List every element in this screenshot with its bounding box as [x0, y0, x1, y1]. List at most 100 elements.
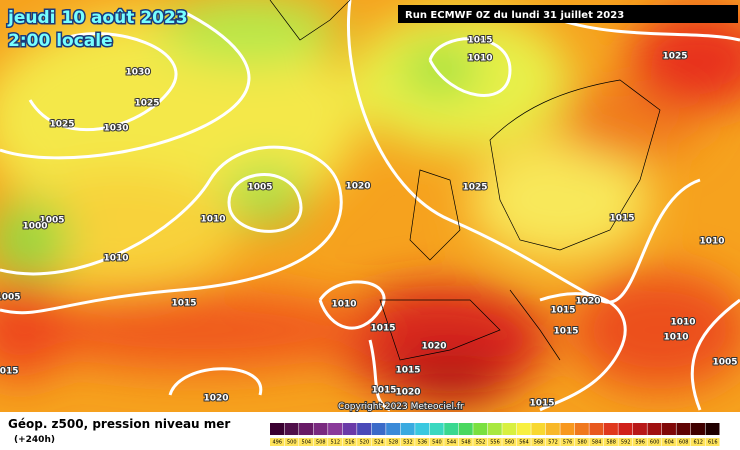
- isobar-label: 1010: [200, 215, 225, 225]
- scale-label-box: [386, 438, 401, 446]
- scale-swatch: [444, 423, 459, 435]
- scale-label: 588: [606, 440, 616, 446]
- field: [0, 0, 740, 412]
- scale-label-box: [545, 438, 560, 446]
- isobar-label: 1015: [550, 306, 575, 316]
- isobar-labels: 1015 1010 1030 1025 1025 1030 1025 1005 1020 1025…: [0, 35, 739, 410]
- scale-swatch: [473, 423, 488, 435]
- color-scale: 496 500 504 508 512 516 520 524 528 532 536 540 544 5…: [270, 423, 720, 446]
- isobar-label: 1000: [22, 222, 47, 232]
- isobar-label: 1025: [49, 120, 74, 130]
- isobar-label: 1015: [371, 386, 396, 396]
- isobar-label: 1005: [39, 216, 64, 226]
- legend-title: Géop. z500, pression niveau mer: [8, 417, 230, 431]
- scale-swatch: [531, 423, 546, 435]
- isobar-label: 1015: [395, 366, 420, 376]
- scale-label-box: [589, 438, 604, 446]
- scale-label: 512: [331, 440, 341, 446]
- scale-label: 564: [519, 440, 529, 446]
- scale-label-box: [342, 438, 357, 446]
- scale-swatch: [313, 423, 328, 435]
- isobar-label: 1020: [421, 342, 446, 352]
- isobar-label: 1015: [553, 327, 578, 337]
- isobar-label: 1010: [699, 237, 724, 247]
- scale-label: 568: [534, 440, 544, 446]
- scale-label: 528: [389, 440, 399, 446]
- scale-label-box: [502, 438, 517, 446]
- scale-swatch: [357, 423, 372, 435]
- scale-label-box: [560, 438, 575, 446]
- scale-label: 612: [693, 440, 703, 446]
- scale-label: 596: [635, 440, 645, 446]
- scale-label-box: [284, 438, 299, 446]
- scale-label: 516: [345, 440, 355, 446]
- scale-swatch: [371, 423, 386, 435]
- scale-label: 540: [432, 440, 442, 446]
- scale-swatch: [516, 423, 531, 435]
- scale-label: 544: [447, 440, 457, 446]
- scale-label: 584: [592, 440, 602, 446]
- scale-label-box: [632, 438, 647, 446]
- isobar-label: 1015: [467, 36, 492, 46]
- copyright: Copyright 2023 Meteociel.fr: [338, 402, 464, 412]
- isobar-label: 1025: [134, 99, 159, 109]
- scale-label-box: [328, 438, 343, 446]
- scale-label: 500: [287, 440, 297, 446]
- run-label: Run ECMWF 0Z du lundi 31 juillet 2023: [405, 10, 624, 21]
- isobar-label: 1005: [712, 358, 737, 368]
- scale-label-box: [647, 438, 662, 446]
- isobar-label: 1025: [662, 52, 687, 62]
- scale-label-box: [400, 438, 415, 446]
- scale-label-box: [574, 438, 589, 446]
- scale-swatch: [342, 423, 357, 435]
- isobar-label: 1020: [203, 394, 228, 404]
- scale-swatch: [632, 423, 647, 435]
- scale-label-box: [371, 438, 386, 446]
- scale-swatch: [589, 423, 604, 435]
- scale-swatch: [415, 423, 430, 435]
- scale-label: 616: [708, 440, 718, 446]
- scale-swatch: [328, 423, 343, 435]
- scale-swatch: [458, 423, 473, 435]
- scale-label: 592: [621, 440, 631, 446]
- scale-label-box: [661, 438, 676, 446]
- scale-swatch: [284, 423, 299, 435]
- scale-label-box: [618, 438, 633, 446]
- scale-label: 504: [302, 440, 312, 446]
- scale-swatch: [429, 423, 444, 435]
- isobar-label: 1015: [0, 367, 19, 377]
- scale-label-box: [270, 438, 285, 446]
- scale-swatch: [603, 423, 618, 435]
- isobar-label: 1020: [345, 182, 370, 192]
- scale-swatch: [386, 423, 401, 435]
- scale-label: 580: [577, 440, 587, 446]
- scale-label: 536: [418, 440, 428, 446]
- scale-swatch: [299, 423, 314, 435]
- scale-label: 600: [650, 440, 660, 446]
- isobar-label: 1015: [529, 399, 554, 409]
- isobar-label: 1030: [103, 124, 128, 134]
- scale-label-box: [705, 438, 720, 446]
- scale-label-box: [473, 438, 488, 446]
- scale-label-box: [444, 438, 459, 446]
- scale-swatch: [270, 423, 285, 435]
- isobar-label: 1030: [125, 68, 150, 78]
- scale-label-box: [299, 438, 314, 446]
- isobar-label: 1010: [663, 333, 688, 343]
- scale-label-box: [603, 438, 618, 446]
- scale-label-box: [357, 438, 372, 446]
- scale-label-box: [313, 438, 328, 446]
- scale-label: 552: [476, 440, 486, 446]
- scale-label: 572: [548, 440, 558, 446]
- scale-swatch: [661, 423, 676, 435]
- scale-swatch: [676, 423, 691, 435]
- scale-label: 508: [316, 440, 326, 446]
- legend-lead: (+240h): [14, 435, 55, 445]
- scale-swatch: [400, 423, 415, 435]
- scale-label: 496: [272, 440, 282, 446]
- scale-swatch: [487, 423, 502, 435]
- isobar-label: 1010: [670, 318, 695, 328]
- isobar-label: 1015: [370, 324, 395, 334]
- scale-label: 524: [374, 440, 384, 446]
